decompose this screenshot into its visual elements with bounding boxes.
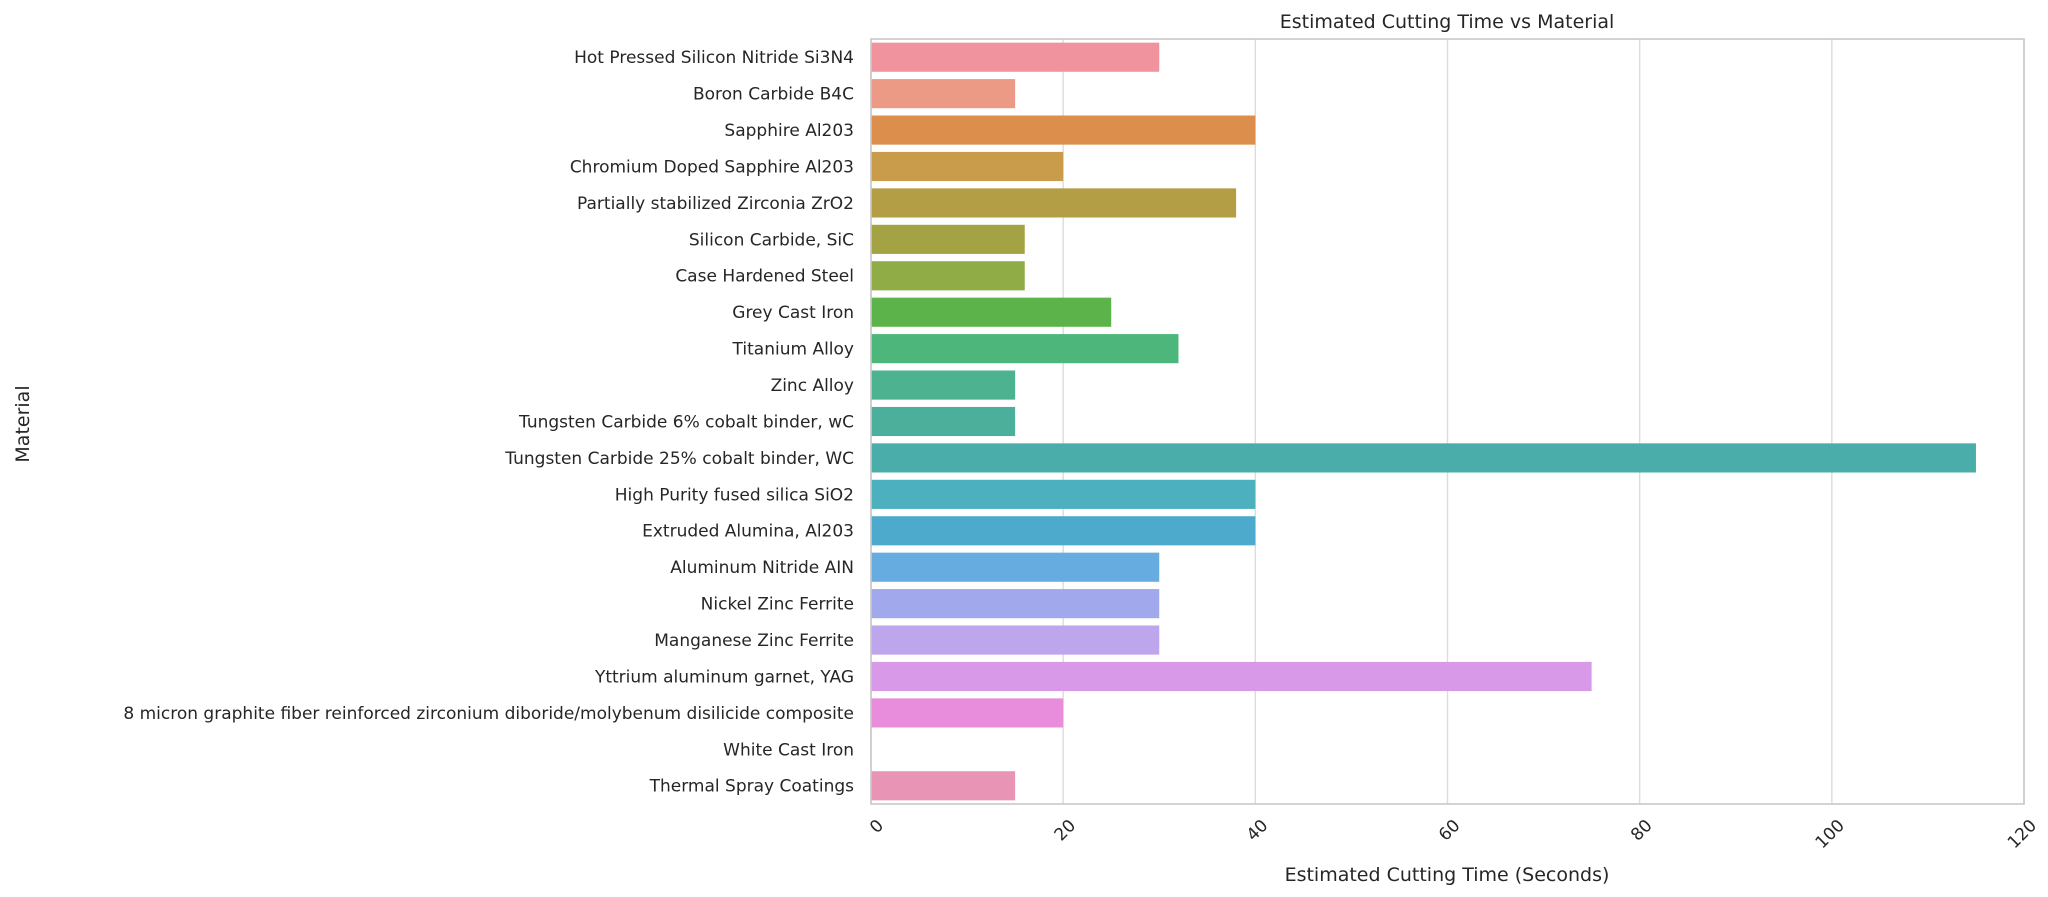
bar [871,552,1160,582]
y-tick-label: Extruded Alumina, Al203 [642,522,854,542]
x-axis-tick-labels: 0 20 40 60 80 100 120 [866,816,2041,853]
x-tick-label: 0 [866,816,888,838]
x-tick-label: 100 [1812,816,1849,853]
y-tick-label: Hot Pressed Silicon Nitride Si3N4 [574,48,854,68]
y-tick-label: Yttrium aluminum garnet, YAG [594,667,854,687]
y-tick-label: Tungsten Carbide 6% cobalt binder, wC [518,412,854,432]
x-tick-label: 120 [2004,816,2041,853]
y-tick-label: Thermal Spray Coatings [649,777,855,797]
y-tick-label: Manganese Zinc Ferrite [654,631,854,651]
y-tick-label: Titanium Alloy [732,340,854,360]
bar [871,589,1160,619]
y-tick-label: Grey Cast Iron [732,303,854,323]
bar [871,79,1016,109]
x-tick-label: 80 [1627,816,1656,845]
bar [871,115,1256,145]
y-tick-label: Boron Carbide B4C [693,85,854,105]
y-tick-label: Nickel Zinc Ferrite [701,595,854,615]
x-axis-label: Estimated Cutting Time (Seconds) [1285,864,1610,886]
y-tick-label: White Cast Iron [723,740,854,760]
bar [871,516,1256,546]
bar [871,479,1256,509]
x-tick-label: 40 [1243,816,1272,845]
bar [871,698,1064,728]
bar [871,443,1976,473]
bar [871,261,1025,291]
y-tick-label: Partially stabilized Zirconia ZrO2 [577,194,854,214]
bar [871,406,1016,437]
y-tick-label: Silicon Carbide, SiC [689,230,854,250]
y-tick-label: Chromium Doped Sapphire Al203 [570,157,854,177]
y-tick-label: Case Hardened Steel [675,267,854,287]
bar [871,334,1179,364]
y-axis-tick-labels: Hot Pressed Silicon Nitride Si3N4 Boron C… [123,48,854,797]
chart-title: Estimated Cutting Time vs Material [1280,11,1615,33]
bar [871,771,1016,801]
y-axis-label: Material [12,385,34,462]
y-tick-label: Sapphire Al203 [724,121,854,141]
x-tick-label: 20 [1051,816,1080,845]
y-tick-label: 8 micron graphite fiber reinforced zirco… [123,704,854,724]
plot-frame [870,38,2025,805]
bar [871,370,1016,400]
x-tick-label: 60 [1435,816,1464,845]
bar [871,151,1064,182]
bars [871,42,1976,801]
bar [871,625,1160,655]
bar [871,661,1592,692]
y-tick-label: Zinc Alloy [771,376,854,396]
y-tick-label: Tungsten Carbide 25% cobalt binder, WC [504,449,854,469]
bar [871,188,1237,218]
bar [871,297,1112,327]
bar [871,42,1160,72]
y-tick-label: High Purity fused silica SiO2 [615,485,854,505]
y-tick-label: Aluminum Nitride AIN [670,558,854,578]
bar [871,224,1025,254]
